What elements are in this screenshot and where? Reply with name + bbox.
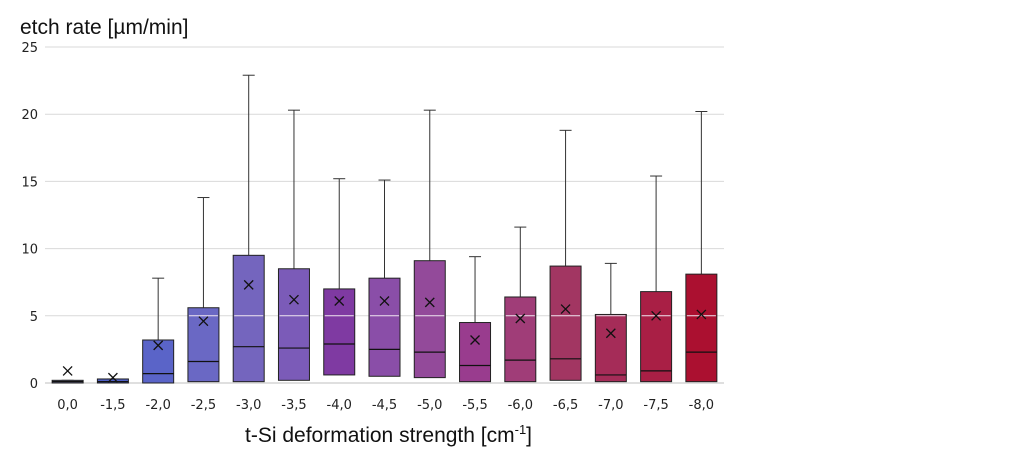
x-tick-label: 0,0 <box>57 398 78 413</box>
box-rect <box>504 296 537 383</box>
y-tick-label: 15 <box>21 175 38 190</box>
mean-marker <box>651 310 662 321</box>
mean-marker <box>470 335 480 345</box>
mean-marker <box>334 296 345 306</box>
y-tick-label: 25 <box>21 41 38 56</box>
box-10 <box>504 226 537 383</box>
box-13 <box>640 175 673 383</box>
y-tick-labels: 0 5 10 15 20 25 <box>21 41 38 392</box>
box-12 <box>594 262 627 383</box>
box-8 <box>413 109 446 379</box>
x-tick-labels: 0,0 -1,5 -2,0 -2,5 -3,0 -3,5 -4,0 -4,5 -5,0 -5,5 -… <box>57 398 714 413</box>
box-rect <box>594 313 627 383</box>
box-3 <box>187 197 220 383</box>
mean-marker <box>243 279 254 290</box>
box-rect <box>187 307 220 383</box>
y-tick-label: 5 <box>30 310 38 325</box>
x-tick-label: -2,0 <box>145 398 170 413</box>
box-rect <box>277 268 310 381</box>
box-series <box>51 74 718 384</box>
box-rect <box>232 254 265 383</box>
box-rect <box>323 288 356 376</box>
box-rect <box>142 339 175 384</box>
x-axis-label: t-Si deformation strength [cm-1] <box>245 422 532 447</box>
box-2 <box>142 277 175 384</box>
box-rect <box>413 260 446 379</box>
box-rect <box>96 378 129 384</box>
mean-marker <box>696 309 707 320</box>
box-0 <box>51 365 84 384</box>
mean-marker <box>107 372 118 383</box>
mean-marker <box>605 328 616 339</box>
x-tick-label: -2,5 <box>191 398 216 413</box>
y-axis-label: etch rate [µm/min] <box>20 16 188 39</box>
x-tick-label: -8,0 <box>689 398 714 413</box>
x-tick-label: -4,5 <box>372 398 397 413</box>
mean-marker <box>198 316 209 327</box>
x-tick-label: -7,5 <box>643 398 668 413</box>
box-rect <box>640 291 673 383</box>
box-11 <box>549 129 582 381</box>
x-tick-label: -3,0 <box>236 398 261 413</box>
box-rect <box>368 277 401 377</box>
box-5 <box>277 109 310 381</box>
x-tick-label: -5,5 <box>462 398 487 413</box>
mean-marker <box>289 294 299 305</box>
box-9 <box>459 256 492 383</box>
box-1 <box>96 372 129 384</box>
x-tick-label: -6,5 <box>553 398 578 413</box>
x-tick-label: -6,0 <box>508 398 533 413</box>
x-tick-label: -4,0 <box>327 398 352 413</box>
box-7 <box>368 179 401 377</box>
mean-marker <box>515 313 526 324</box>
x-tick-label: -7,0 <box>598 398 623 413</box>
box-6 <box>323 178 356 376</box>
box-rect <box>685 273 718 383</box>
x-tick-label: -1,5 <box>100 398 125 413</box>
mean-marker <box>62 365 73 376</box>
mean-marker <box>560 304 571 315</box>
mean-marker <box>153 340 164 351</box>
mean-marker <box>379 296 390 306</box>
box-rect <box>549 265 582 381</box>
box-4 <box>232 74 265 383</box>
box-rect <box>459 322 492 383</box>
x-tick-label: -5,0 <box>417 398 442 413</box>
x-tick-label: -3,5 <box>281 398 306 413</box>
y-tick-label: 10 <box>21 243 38 258</box>
y-tick-label: 0 <box>30 377 38 392</box>
mean-marker <box>424 297 435 308</box>
y-tick-label: 20 <box>21 108 38 123</box>
box-14 <box>685 111 718 383</box>
